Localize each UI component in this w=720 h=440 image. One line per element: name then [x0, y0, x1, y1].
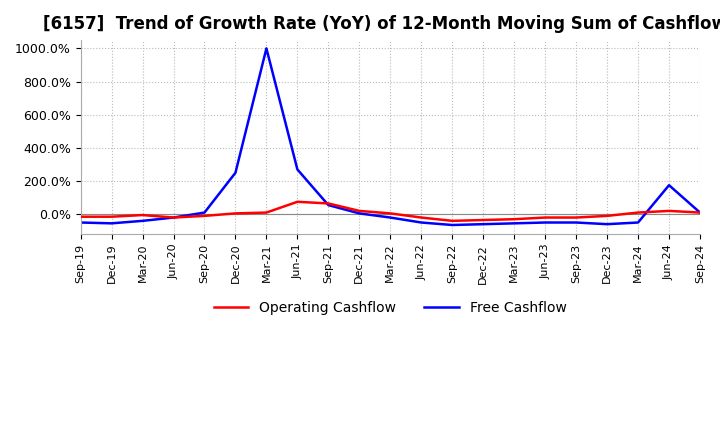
Operating Cashflow [448, 218, 456, 224]
Operating Cashflow [324, 201, 333, 206]
Operating Cashflow [417, 215, 426, 220]
Line: Operating Cashflow: Operating Cashflow [81, 202, 700, 221]
Operating Cashflow [603, 213, 611, 219]
Operating Cashflow [541, 215, 549, 220]
Free Cashflow [169, 215, 178, 220]
Free Cashflow [510, 221, 518, 226]
Operating Cashflow [200, 213, 209, 219]
Operating Cashflow [355, 208, 364, 213]
Operating Cashflow [572, 215, 580, 220]
Operating Cashflow [262, 210, 271, 215]
Free Cashflow [479, 221, 487, 227]
Free Cashflow [262, 46, 271, 51]
Free Cashflow [76, 220, 85, 225]
Operating Cashflow [634, 210, 642, 215]
Operating Cashflow [76, 214, 85, 220]
Free Cashflow [417, 220, 426, 225]
Free Cashflow [386, 215, 395, 220]
Operating Cashflow [138, 213, 147, 218]
Line: Free Cashflow: Free Cashflow [81, 48, 700, 225]
Free Cashflow [572, 220, 580, 225]
Operating Cashflow [386, 211, 395, 216]
Title: [6157]  Trend of Growth Rate (YoY) of 12-Month Moving Sum of Cashflows: [6157] Trend of Growth Rate (YoY) of 12-… [43, 15, 720, 33]
Operating Cashflow [479, 217, 487, 223]
Operating Cashflow [665, 208, 673, 213]
Free Cashflow [634, 220, 642, 225]
Operating Cashflow [696, 210, 704, 215]
Legend: Operating Cashflow, Free Cashflow: Operating Cashflow, Free Cashflow [208, 295, 572, 320]
Free Cashflow [107, 221, 116, 226]
Operating Cashflow [107, 214, 116, 220]
Free Cashflow [138, 218, 147, 224]
Free Cashflow [541, 220, 549, 225]
Free Cashflow [200, 210, 209, 215]
Operating Cashflow [231, 211, 240, 216]
Operating Cashflow [293, 199, 302, 205]
Free Cashflow [665, 183, 673, 188]
Free Cashflow [324, 202, 333, 208]
Free Cashflow [293, 167, 302, 172]
Free Cashflow [696, 210, 704, 215]
Free Cashflow [355, 211, 364, 216]
Operating Cashflow [169, 215, 178, 220]
Free Cashflow [231, 170, 240, 176]
Free Cashflow [603, 221, 611, 227]
Operating Cashflow [510, 216, 518, 222]
Free Cashflow [448, 222, 456, 227]
